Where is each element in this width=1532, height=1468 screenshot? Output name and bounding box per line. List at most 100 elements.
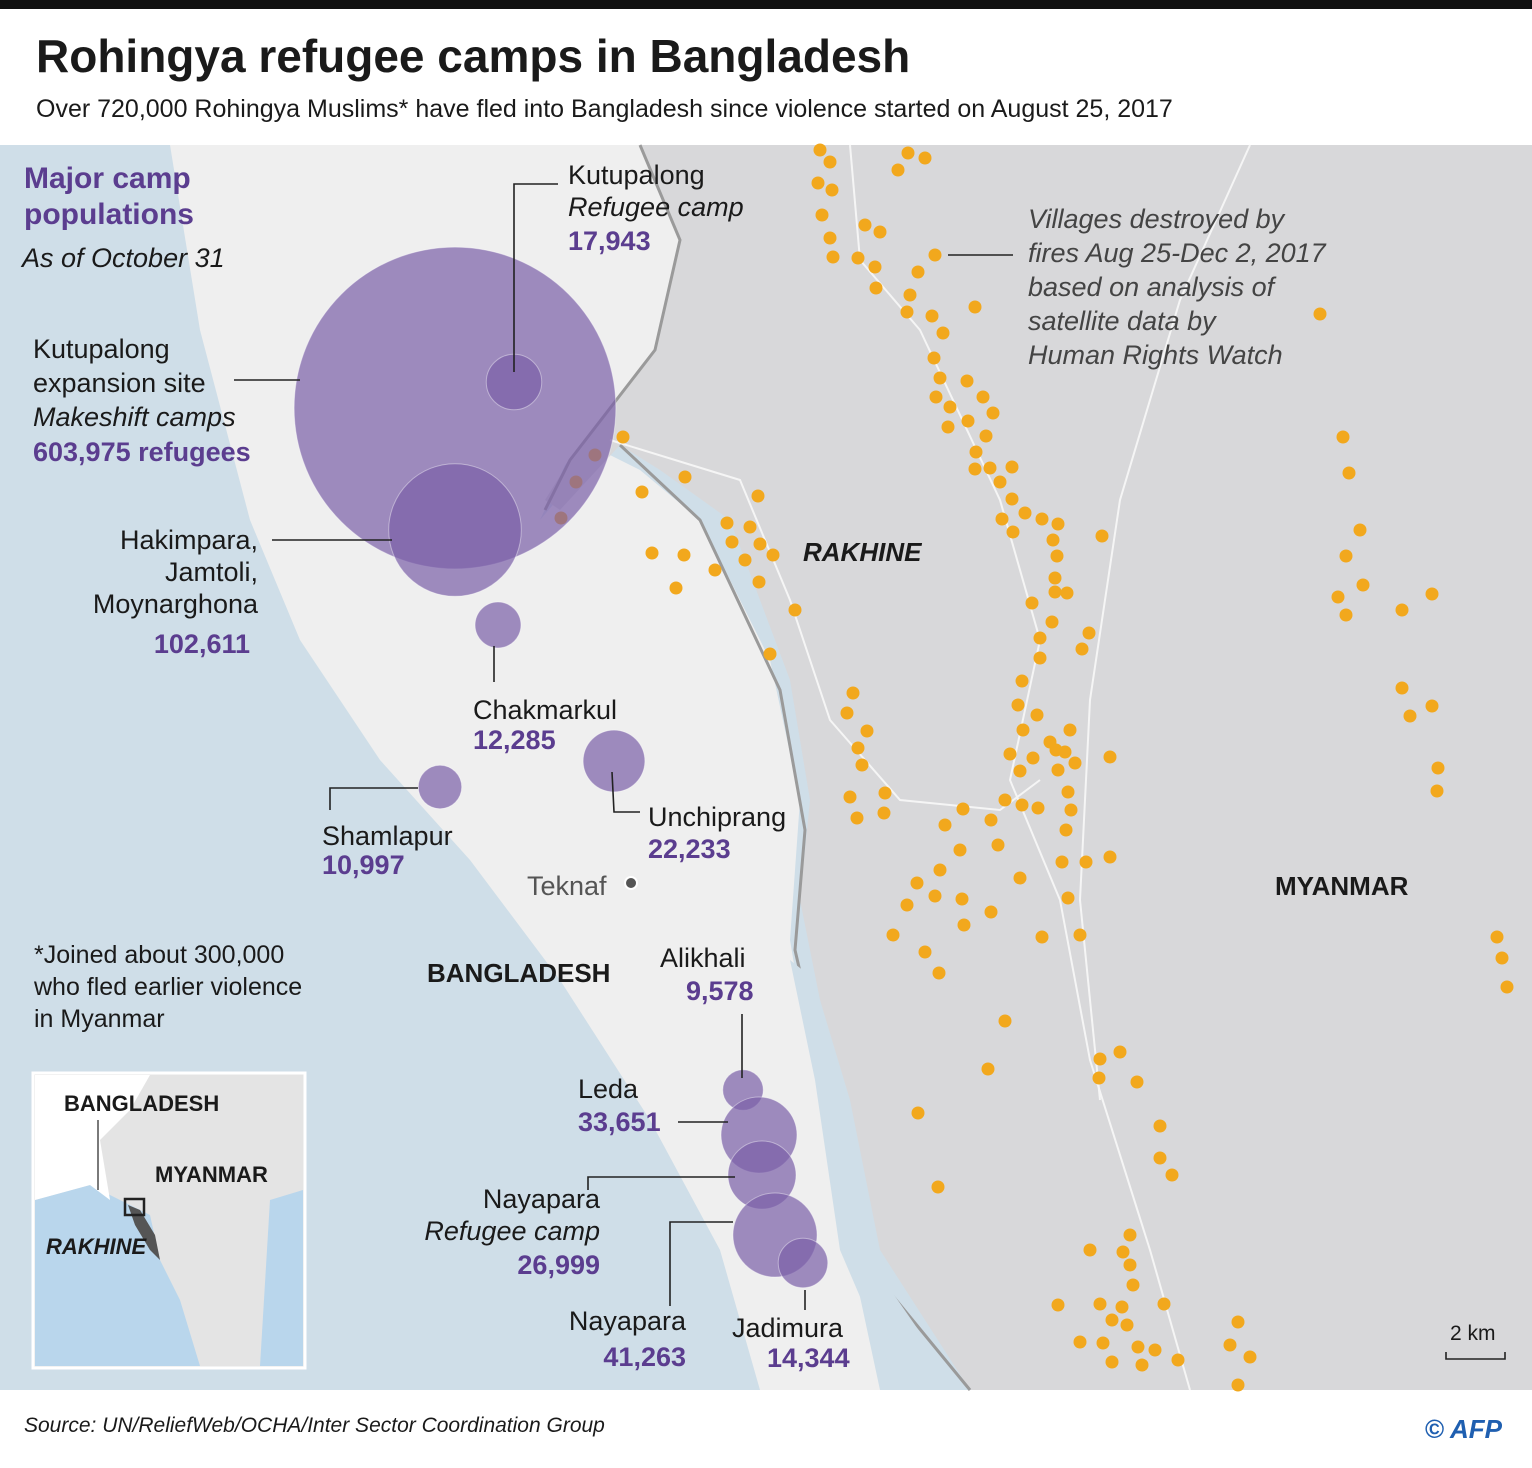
village-dot <box>933 371 947 385</box>
place-label: MYANMAR <box>1275 871 1409 901</box>
village-dot <box>1060 586 1074 600</box>
village-dot <box>1430 784 1444 798</box>
village-dot <box>1223 1338 1237 1352</box>
camp-name: Nayapara <box>483 1184 601 1214</box>
village-dot <box>891 163 905 177</box>
village-dot <box>1153 1119 1167 1133</box>
village-dot <box>645 546 659 560</box>
village-dot <box>1016 723 1030 737</box>
village-dot <box>961 414 975 428</box>
village-dot <box>991 838 1005 852</box>
village-dot <box>1035 930 1049 944</box>
village-dot <box>943 400 957 414</box>
village-dot <box>843 790 857 804</box>
village-dot <box>1356 578 1370 592</box>
village-dot <box>928 248 942 262</box>
village-dot <box>850 811 864 825</box>
village-dot <box>1105 1313 1119 1327</box>
village-dot <box>933 863 947 877</box>
note-line: Villages destroyed by <box>1028 204 1286 234</box>
village-dot <box>1331 590 1345 604</box>
village-dot <box>1033 651 1047 665</box>
inset-map: BANGLADESH MYANMAR RAKHINE <box>31 1071 307 1370</box>
leader <box>513 183 558 372</box>
village-dot <box>932 966 946 980</box>
village-dot <box>1006 525 1020 539</box>
inset-sea <box>35 1185 200 1366</box>
village-dot <box>1063 723 1077 737</box>
village-dot <box>1025 596 1039 610</box>
leader <box>611 771 640 813</box>
village-dot <box>1425 699 1439 713</box>
village-dot <box>1243 1350 1257 1364</box>
camp-name: Kutupalong <box>33 334 170 364</box>
village-dot <box>1079 855 1093 869</box>
village-dot <box>1059 823 1073 837</box>
village-dot <box>1033 631 1047 645</box>
village-dot <box>1339 549 1353 563</box>
village-dot <box>968 462 982 476</box>
village-dot <box>826 250 840 264</box>
village-dot <box>1075 642 1089 656</box>
camp-circle <box>388 463 522 597</box>
village-dot <box>846 686 860 700</box>
village-dot <box>763 647 777 661</box>
village-dot <box>953 843 967 857</box>
village-dot <box>1013 871 1027 885</box>
village-dot <box>1336 430 1350 444</box>
credit: © AFP <box>1425 1414 1503 1444</box>
village-dot <box>1123 1228 1137 1242</box>
footnote: in Myanmar <box>34 1005 165 1033</box>
village-dot <box>1035 512 1049 526</box>
village-dot <box>927 351 941 365</box>
village-dot <box>1051 517 1065 531</box>
village-dot <box>873 225 887 239</box>
town-marker <box>624 876 638 890</box>
source: Source: UN/ReliefWeb/OCHA/Inter Sector C… <box>24 1414 605 1437</box>
camp-name: Chakmarkul <box>473 695 617 725</box>
village-dot <box>851 741 865 755</box>
myanmar-land <box>545 145 1532 1390</box>
naf-river <box>790 960 960 1390</box>
village-dot <box>998 793 1012 807</box>
village-dot <box>1061 891 1075 905</box>
scale-label: 2 km <box>1450 1322 1496 1345</box>
village-dot <box>1011 698 1025 712</box>
camp-name: Jamtoli, <box>165 557 258 587</box>
legend-heading: populations <box>24 198 194 231</box>
road <box>849 144 1191 1391</box>
village-dot <box>1082 626 1096 640</box>
village-dot <box>925 309 939 323</box>
inset-locator <box>123 1197 146 1217</box>
destroyed-villages <box>554 143 1514 1392</box>
village-dot <box>869 281 883 295</box>
camp-circles <box>293 246 829 1289</box>
village-dot <box>1058 745 1072 759</box>
village-dot <box>918 945 932 959</box>
village-dot <box>1015 798 1029 812</box>
village-dot <box>903 288 917 302</box>
village-dot <box>1403 709 1417 723</box>
place-label: Teknaf <box>527 871 607 901</box>
village-dot <box>878 786 892 800</box>
village-dot <box>823 231 837 245</box>
camp-population: 603,975 refugees <box>33 437 251 467</box>
road <box>609 439 1041 812</box>
village-dot <box>851 251 865 265</box>
camp-type: Refugee camp <box>568 192 744 222</box>
village-dot <box>855 758 869 772</box>
village-dot <box>751 489 765 503</box>
village-dot <box>720 516 734 530</box>
village-dot <box>753 537 767 551</box>
camp-population: 102,611 <box>154 629 250 659</box>
village-dot <box>960 374 974 388</box>
village-dot <box>1130 1075 1144 1089</box>
village-dot <box>1013 764 1027 778</box>
village-dot <box>1093 1297 1107 1311</box>
village-dot <box>1026 751 1040 765</box>
village-dot <box>929 390 943 404</box>
village-dot <box>981 1062 995 1076</box>
village-dot <box>1046 533 1060 547</box>
village-dot <box>1103 750 1117 764</box>
